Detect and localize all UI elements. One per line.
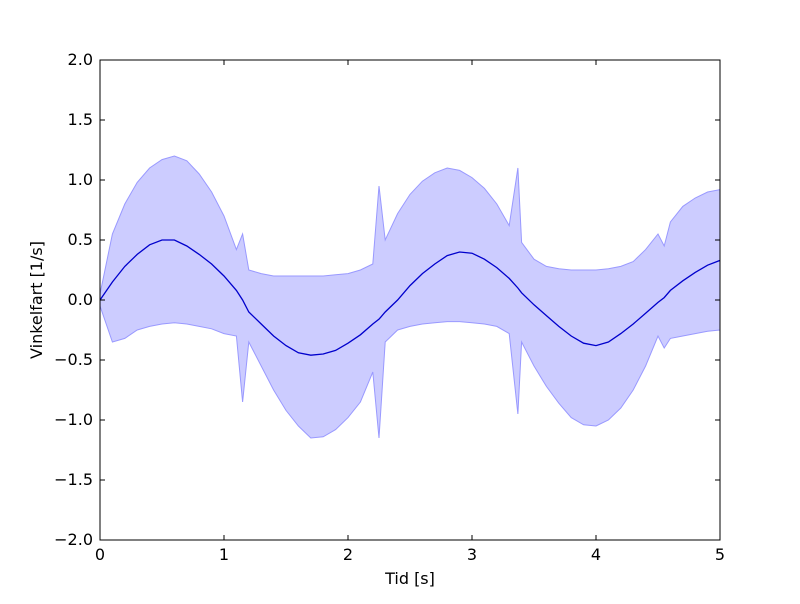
y-tick-label: 1.0 <box>68 170 93 189</box>
x-tick-label: 2 <box>343 545 353 564</box>
x-tick-label: 1 <box>219 545 229 564</box>
y-tick-label: 0.0 <box>68 290 93 309</box>
y-tick-label: −1.0 <box>54 410 93 429</box>
x-axis-label: Tid [s] <box>384 569 435 588</box>
y-tick-label: 2.0 <box>68 50 93 69</box>
y-tick-label: −0.5 <box>54 350 93 369</box>
y-tick-label: −1.5 <box>54 470 93 489</box>
x-tick-label: 5 <box>715 545 725 564</box>
series-layer <box>100 239 720 356</box>
x-tick-label: 0 <box>95 545 105 564</box>
x-tick-label: 3 <box>467 545 477 564</box>
x-tick-label: 4 <box>591 545 601 564</box>
tick-layer: 0 1 2 3 4 5 2.0 1.5 1.0 0.5 0.0 −0.5 −1.0 −1.5 −2.0 <box>54 50 725 564</box>
y-axis-label: Vinkelfart [1/s] <box>27 241 46 359</box>
y-tick-label: −2.0 <box>54 530 93 549</box>
band-layer <box>100 155 720 439</box>
series-line-0 <box>100 239 720 356</box>
uncertainty-band <box>100 155 720 439</box>
y-tick-label: 0.5 <box>68 230 93 249</box>
y-tick-label: 1.5 <box>68 110 93 129</box>
